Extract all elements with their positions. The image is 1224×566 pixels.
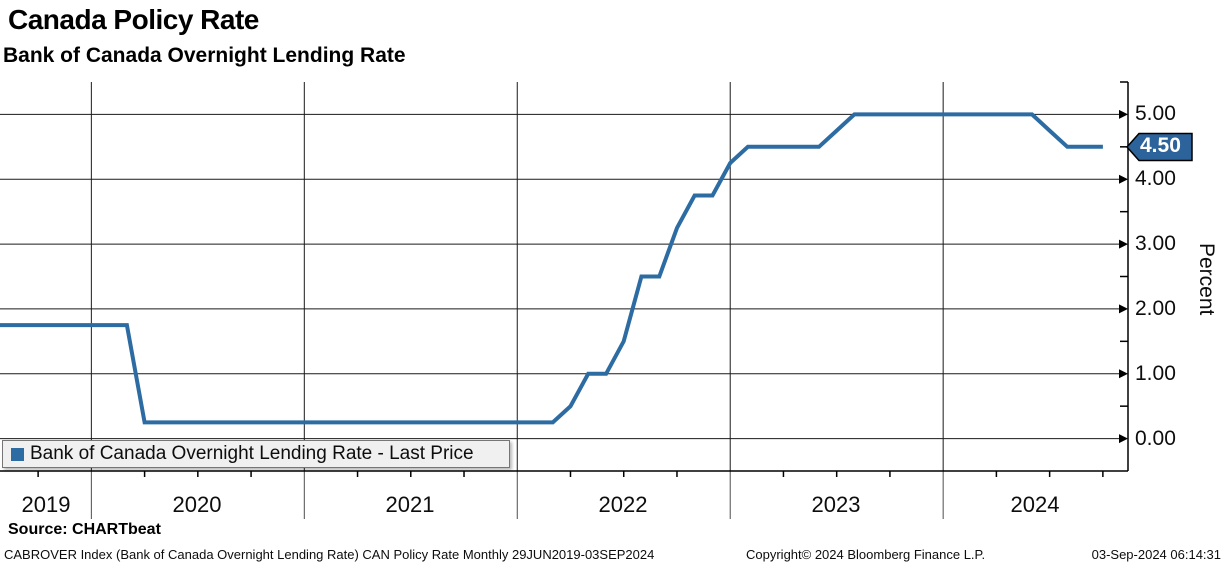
- axis-arrow-tick: [1119, 174, 1128, 184]
- x-tick-label: 2023: [811, 492, 861, 517]
- footer-copyright: Copyright© 2024 Bloomberg Finance L.P.: [746, 547, 986, 562]
- series-marker-icon: [11, 447, 24, 461]
- page-subtitle: Bank of Canada Overnight Lending Rate: [3, 44, 406, 67]
- footer-index-info: CABROVER Index (Bank of Canada Overnight…: [4, 547, 655, 562]
- axis-arrow-tick: [1119, 434, 1128, 444]
- page-title: Canada Policy Rate: [8, 4, 259, 35]
- x-tick-label: 2021: [385, 492, 435, 517]
- axis-arrow-tick: [1119, 369, 1128, 379]
- footer-timestamp: 03-Sep-2024 06:14:31: [1091, 547, 1221, 562]
- axis-arrow-tick: [1119, 239, 1128, 249]
- y-tick-label: 1.00: [1135, 362, 1176, 385]
- y-tick-label: 0.00: [1135, 427, 1176, 450]
- rate-line-series: [0, 112, 1103, 425]
- x-tick-label: 2020: [172, 492, 222, 517]
- axis-arrow-tick: [1119, 304, 1128, 314]
- source-label: Source: CHARTbeat: [8, 521, 161, 538]
- last-price-tag-shape: [1126, 132, 1193, 162]
- y-axis-title: Percent: [1195, 243, 1218, 316]
- y-tick-label: 5.00: [1135, 102, 1176, 125]
- legend-item[interactable]: Bank of Canada Overnight Lending Rate - …: [2, 440, 510, 468]
- last-price-value: 4.50: [1140, 134, 1181, 157]
- y-tick-label: 3.00: [1135, 232, 1176, 255]
- y-tick-label: 4.00: [1135, 167, 1176, 190]
- axis-arrow-tick: [1119, 109, 1128, 119]
- x-tick-label: 2022: [598, 492, 648, 517]
- y-tick-label: 2.00: [1135, 297, 1176, 320]
- last-price-tag: [1126, 132, 1193, 162]
- x-tick-label: 2019: [21, 492, 71, 517]
- x-tick-label: 2024: [1010, 492, 1060, 517]
- legend-label: Bank of Canada Overnight Lending Rate - …: [30, 443, 474, 464]
